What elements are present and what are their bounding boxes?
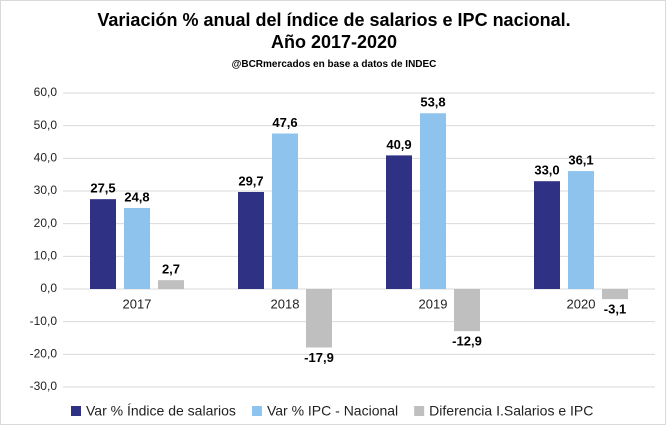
y-tick-label: -10,0: [30, 314, 58, 328]
chart-title: Variación % anual del índice de salarios…: [97, 10, 571, 52]
legend-swatch: [414, 406, 425, 416]
bar: [454, 289, 480, 332]
legend-label: Diferencia I.Salarios e IPC: [429, 403, 593, 419]
y-tick-label: 50,0: [34, 118, 58, 132]
y-tick-label: -30,0: [30, 379, 58, 393]
x-tick-label: 2018: [271, 296, 300, 311]
bar: [272, 133, 298, 289]
y-tick-label: 30,0: [34, 183, 58, 197]
y-tick-label: 10,0: [34, 249, 58, 263]
bar: [534, 181, 560, 289]
bar: [386, 155, 412, 289]
legend-label: Var % IPC - Nacional: [267, 403, 398, 419]
bar: [124, 207, 150, 289]
data-label: 40,9: [386, 137, 411, 152]
data-label: -3,1: [604, 302, 626, 317]
y-tick-label: 60,0: [34, 85, 58, 99]
data-label: -17,9: [304, 350, 334, 365]
data-label: 29,7: [238, 173, 263, 188]
data-label: 36,1: [568, 153, 593, 168]
data-label: 24,8: [124, 189, 149, 204]
data-label: 2,7: [162, 262, 180, 277]
x-tick-label: 2020: [567, 296, 596, 311]
bar: [238, 191, 264, 289]
bar: [568, 171, 594, 289]
bar: [306, 289, 332, 348]
bar: [602, 289, 628, 300]
data-label: 47,6: [272, 115, 297, 130]
bar: [158, 280, 184, 289]
data-label: 27,5: [90, 181, 115, 196]
x-tick-label: 2019: [419, 296, 448, 311]
y-tick-label: 20,0: [34, 216, 58, 230]
bar: [90, 199, 116, 289]
bar: [420, 113, 446, 290]
data-label: 33,0: [534, 163, 559, 178]
chart-subtitle: @BCRmercados en base a datos de INDEC: [231, 59, 437, 70]
legend-label: Var % Índice de salarios: [86, 403, 236, 419]
legend-swatch: [251, 406, 262, 416]
data-label: -12,9: [452, 334, 482, 349]
y-tick-label: 40,0: [34, 151, 58, 165]
legend-swatch: [71, 406, 81, 416]
y-tick-label: -20,0: [30, 347, 58, 361]
y-tick-label: 0,0: [40, 281, 57, 295]
data-label: 53,8: [420, 95, 445, 110]
x-tick-label: 2017: [123, 296, 152, 311]
